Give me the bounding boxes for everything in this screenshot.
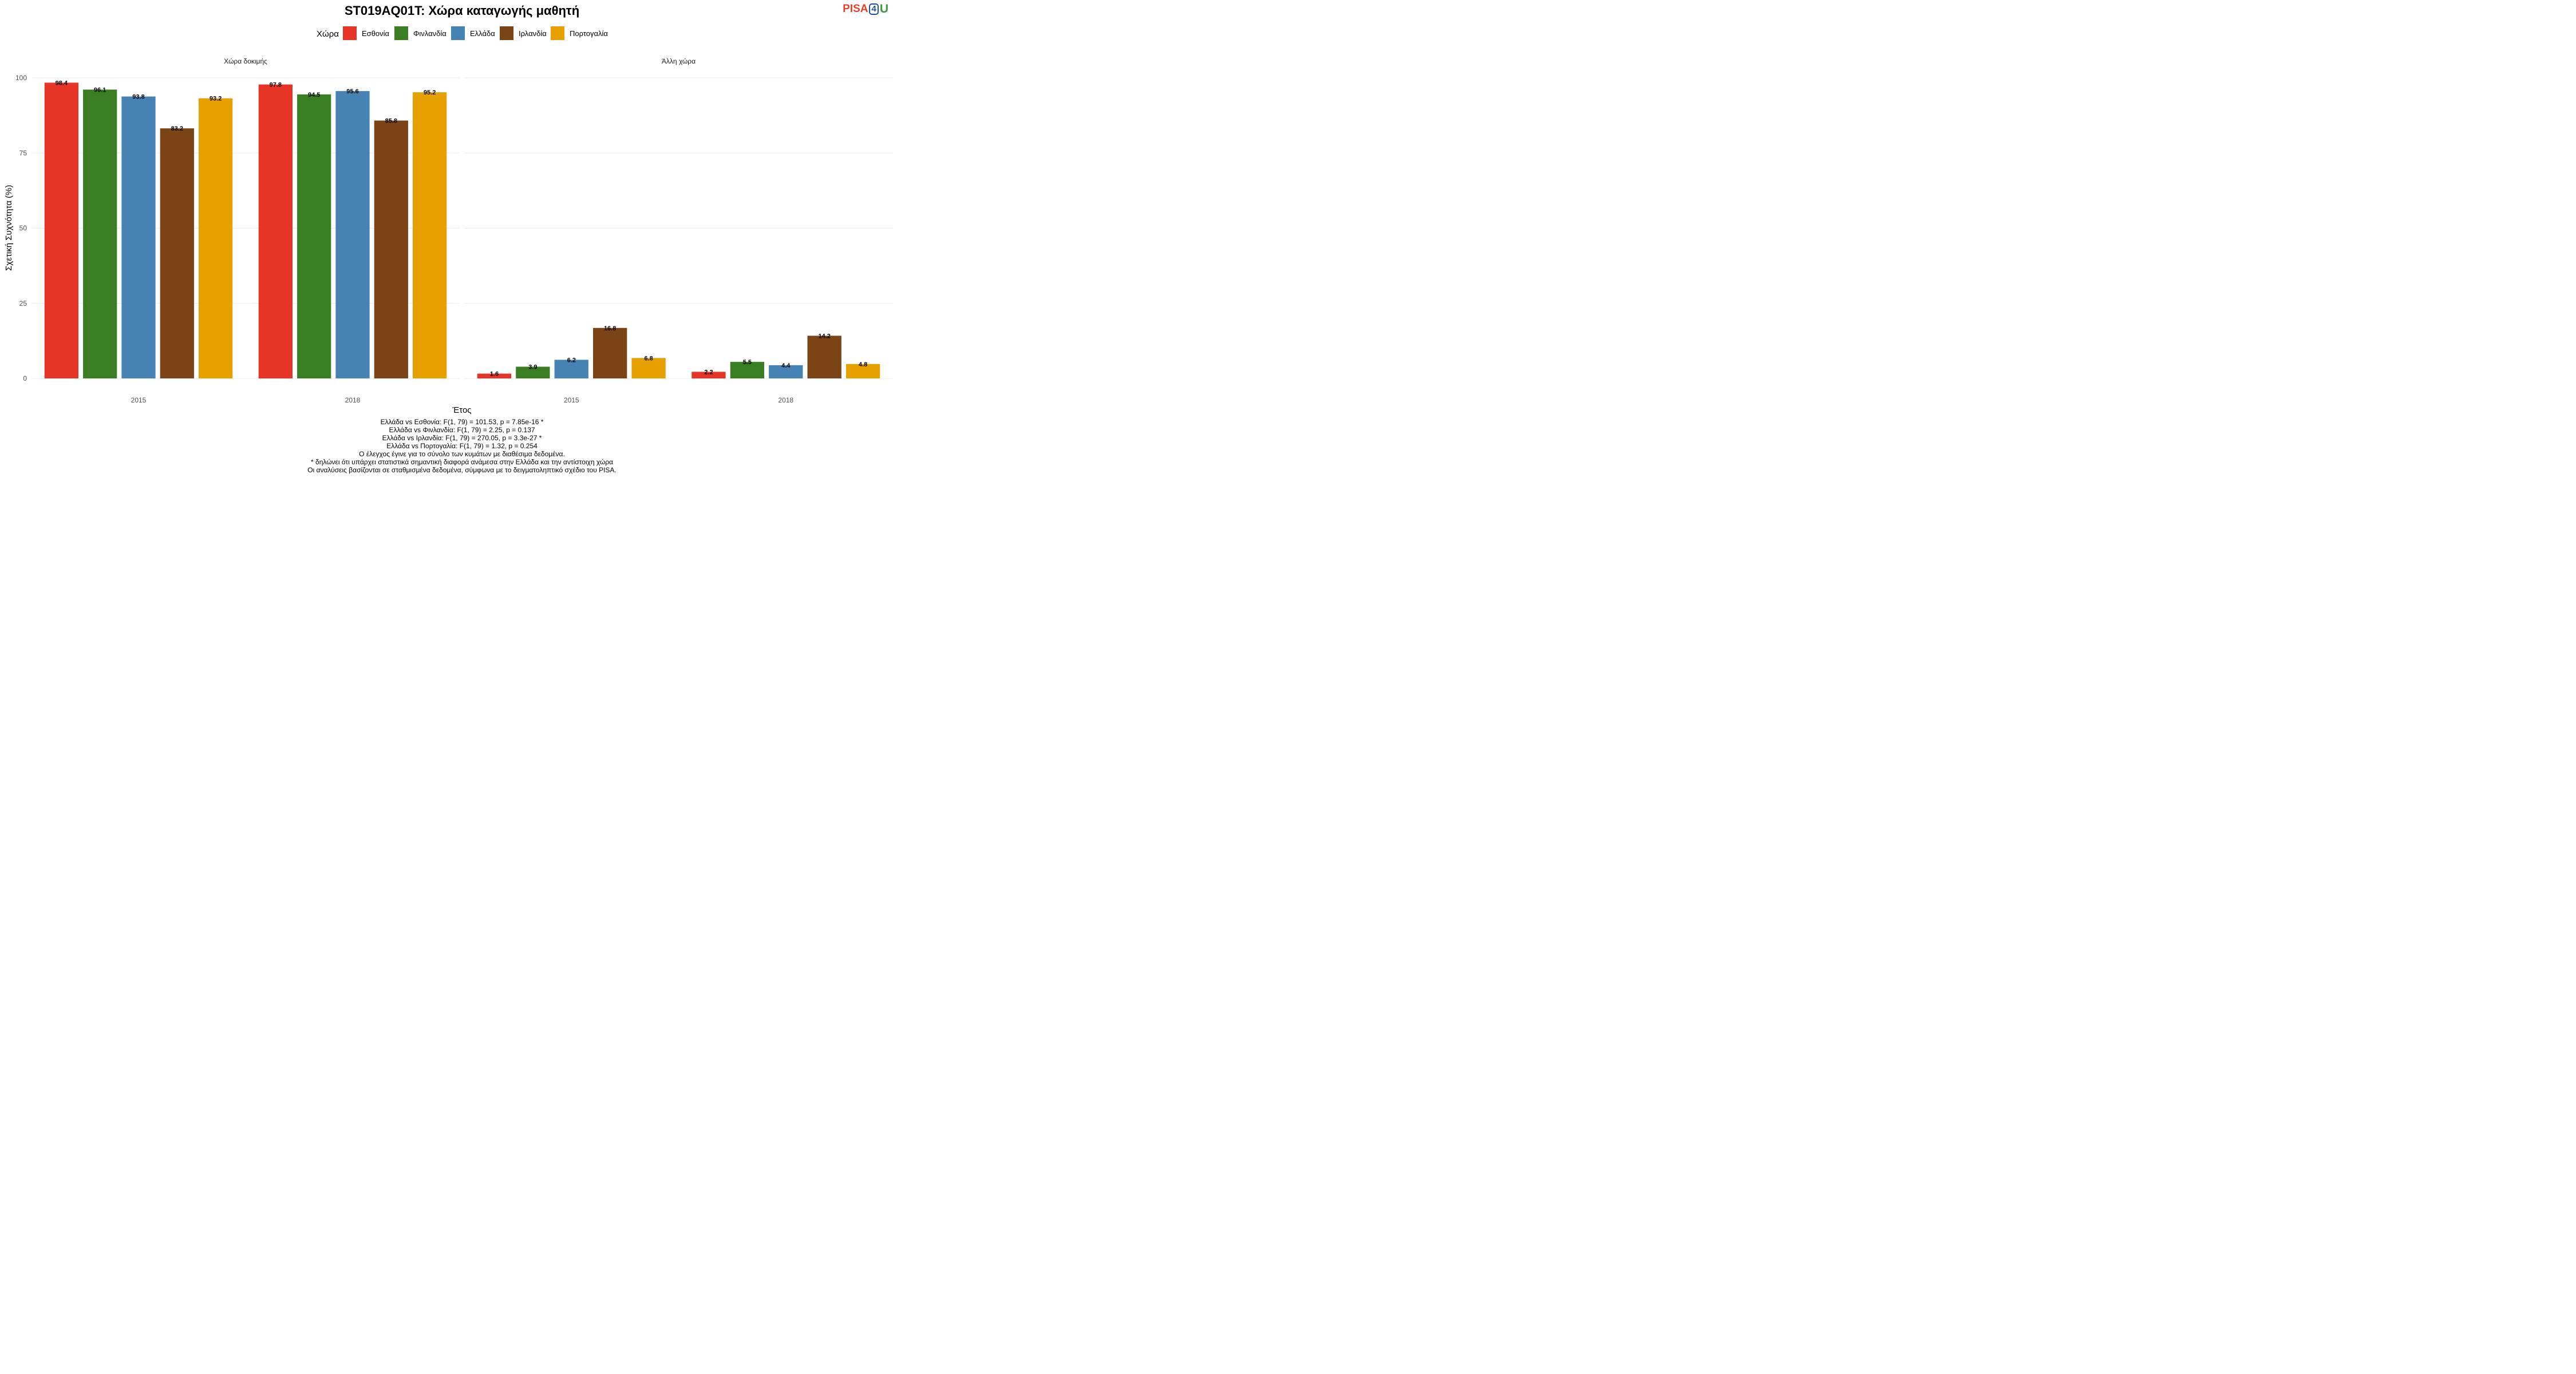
legend-swatch-3 [500, 26, 513, 40]
legend-label-1: Φινλανδία [413, 29, 447, 38]
legend-swatch-4 [551, 26, 564, 40]
data-label: 14.2 [818, 333, 830, 339]
data-label: 85.8 [385, 118, 397, 125]
data-label: 94.5 [308, 92, 320, 98]
bar [730, 362, 765, 378]
x-tick-label: 2018 [778, 396, 793, 404]
data-label: 96.1 [94, 86, 106, 93]
caption-line: * δηλώνει ότι υπάρχει στατιστικά σημαντι… [311, 458, 613, 466]
bar [121, 96, 156, 379]
data-label: 95.6 [346, 88, 358, 95]
bar [769, 365, 803, 378]
data-label: 93.2 [210, 96, 222, 102]
y-axis-label: Σχετική Συχνότητα (%) [4, 185, 14, 271]
data-label: 95.2 [424, 89, 436, 96]
pisa4u-logo: PISA 4 U [843, 2, 888, 16]
legend: Χώρα Εσθονία Φινλανδία Ελλάδα Ιρλανδία Πορτο… [317, 26, 608, 40]
legend-swatch-1 [394, 26, 408, 40]
data-label: 5.5 [743, 359, 752, 366]
bar [160, 128, 194, 378]
bar [83, 89, 117, 378]
chart-title: ST019AQ01T: Χώρα καταγωγής μαθητή [345, 3, 579, 18]
bar [44, 82, 78, 378]
x-tick-label: 2018 [345, 396, 361, 404]
caption: Ελλάδα vs Εσθονία: F(1, 79) = 101.53, p … [307, 418, 617, 474]
y-tick-label: 100 [15, 74, 27, 82]
data-label: 2.2 [704, 369, 713, 376]
caption-line: Οι αναλύσεις βασίζονται σε σταθμισμένα δ… [307, 466, 617, 474]
data-label: 6.2 [567, 357, 576, 364]
bar [477, 373, 512, 378]
logo-text-u: U [879, 2, 888, 15]
legend-swatch-0 [343, 26, 357, 40]
bar [297, 94, 331, 378]
data-label: 6.8 [644, 355, 653, 362]
y-tick-label: 75 [19, 149, 27, 157]
data-label: 1.6 [490, 371, 499, 378]
bar [692, 372, 726, 378]
x-tick-label: 2015 [564, 396, 579, 404]
data-label: 98.4 [56, 80, 68, 86]
data-label: 83.2 [171, 125, 183, 132]
bar [335, 91, 370, 378]
bar [807, 335, 841, 378]
bar [374, 120, 408, 379]
legend-title: Χώρα [317, 29, 339, 39]
y-tick-label: 25 [19, 299, 27, 307]
caption-line: Ελλάδα vs Εσθονία: F(1, 79) = 101.53, p … [381, 418, 544, 426]
logo-text-pisa: PISA [843, 3, 868, 15]
y-tick-label: 50 [19, 224, 27, 232]
bar [592, 327, 627, 378]
data-label: 4.4 [781, 362, 791, 369]
bar [199, 98, 233, 378]
legend-label-3: Ιρλανδία [519, 29, 547, 38]
bar [554, 360, 588, 378]
bar [631, 358, 666, 378]
legend-label-2: Ελλάδα [470, 29, 495, 38]
panel-1: Άλλη χώρα 2015 1.6 3.9 6.2 16.8 6.8 2018 2.2 5.5 4… [464, 57, 893, 404]
chart-canvas: ST019AQ01T: Χώρα καταγωγής μαθητή Χώρα Ε… [4, 3, 893, 474]
caption-line: Ελλάδα vs Πορτογαλία: F(1, 79) = 1.32, p… [386, 442, 538, 450]
caption-line: Ελλάδα vs Φινλανδία: F(1, 79) = 2.25, p … [389, 426, 535, 434]
x-axis-label: Έτος [452, 405, 471, 415]
legend-swatch-2 [451, 26, 465, 40]
caption-line: Ο έλεγχος έγινε για το σύνολο των κυμάτω… [359, 450, 565, 458]
bar [516, 366, 550, 378]
bar [846, 364, 880, 378]
caption-line: Ελλάδα vs Ιρλανδία: F(1, 79) = 270.05, p… [382, 434, 542, 442]
y-tick-label: 0 [23, 374, 27, 382]
legend-label-4: Πορτογαλία [570, 29, 608, 38]
data-label: 93.8 [132, 94, 144, 101]
panel-0: 0 25 50 75 100 Χώρα δοκιμής 2015 98.4 96.1 93.8 83… [15, 57, 460, 404]
data-label: 16.8 [604, 325, 616, 332]
x-tick-label: 2015 [131, 396, 147, 404]
bar [413, 92, 447, 378]
data-label: 3.9 [528, 364, 537, 371]
legend-label-0: Εσθονία [362, 29, 390, 38]
logo-text-four: 4 [869, 3, 879, 15]
data-label: 4.8 [859, 361, 867, 368]
bar [258, 84, 293, 379]
data-label: 97.8 [270, 82, 282, 89]
panel-title: Χώρα δοκιμής [224, 57, 267, 65]
panels: 0 25 50 75 100 Χώρα δοκιμής 2015 98.4 96.1 93.8 83… [15, 57, 893, 404]
panel-title: Άλλη χώρα [662, 57, 696, 65]
